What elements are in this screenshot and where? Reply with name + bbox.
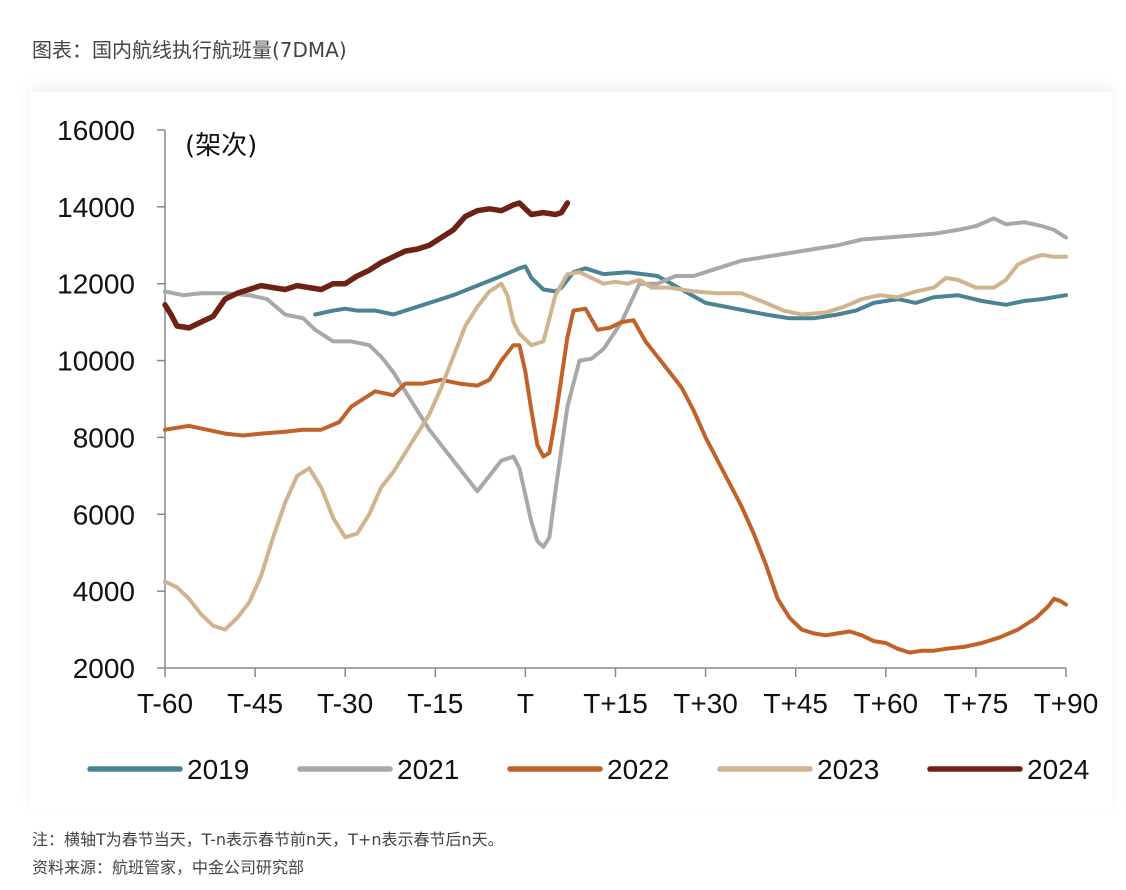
y-tick-label: 14000	[57, 192, 135, 223]
x-tick-label: T-30	[317, 688, 373, 719]
legend-label-2024: 2024	[1027, 754, 1089, 785]
series-line-2019	[313, 264, 1068, 321]
x-tick-label: T+60	[853, 688, 918, 719]
y-tick-label: 4000	[73, 576, 135, 607]
x-tick-label: T-60	[137, 688, 193, 719]
chart-note: 注：横轴T为春节当天，T-n表示春节前n天，T+n表示春节后n天。	[32, 830, 504, 849]
series-line-2023	[163, 252, 1068, 632]
legend-label-2019: 2019	[187, 754, 249, 785]
series-line-2022	[163, 306, 1068, 655]
x-tick-label: T+75	[944, 688, 1009, 719]
x-tick-label: T+90	[1034, 688, 1099, 719]
y-tick-label: 2000	[73, 653, 135, 684]
legend-label-2023: 2023	[817, 754, 879, 785]
y-tick-label: 12000	[57, 269, 135, 300]
y-tick-label: 6000	[73, 499, 135, 530]
x-tick-label: T	[517, 688, 534, 719]
series-line-2021	[163, 216, 1068, 549]
series-line-2024	[162, 200, 571, 331]
x-tick-label: T+45	[763, 688, 828, 719]
line-chart: 2000 4000 6000 8000 10000 12000 14000 16000 T-60…	[57, 115, 1099, 785]
legend-label-2021: 2021	[397, 754, 459, 785]
x-tick-label: T-45	[227, 688, 283, 719]
x-tick-label: T+30	[673, 688, 738, 719]
chart-caption: 图表：国内航线执行航班量(7DMA)	[32, 38, 347, 62]
y-tick-label: 10000	[57, 346, 135, 377]
x-tick-label: T-15	[407, 688, 463, 719]
y-tick-label: 16000	[57, 115, 135, 146]
legend-label-2022: 2022	[607, 754, 669, 785]
data-source: 资料来源：航班管家，中金公司研究部	[32, 858, 305, 877]
y-unit-label: (架次)	[185, 131, 257, 161]
y-tick-label: 8000	[73, 422, 135, 453]
x-tick-label: T+15	[583, 688, 648, 719]
chart-card: 2000 4000 6000 8000 10000 12000 14000 16000 T-60…	[30, 92, 1112, 812]
